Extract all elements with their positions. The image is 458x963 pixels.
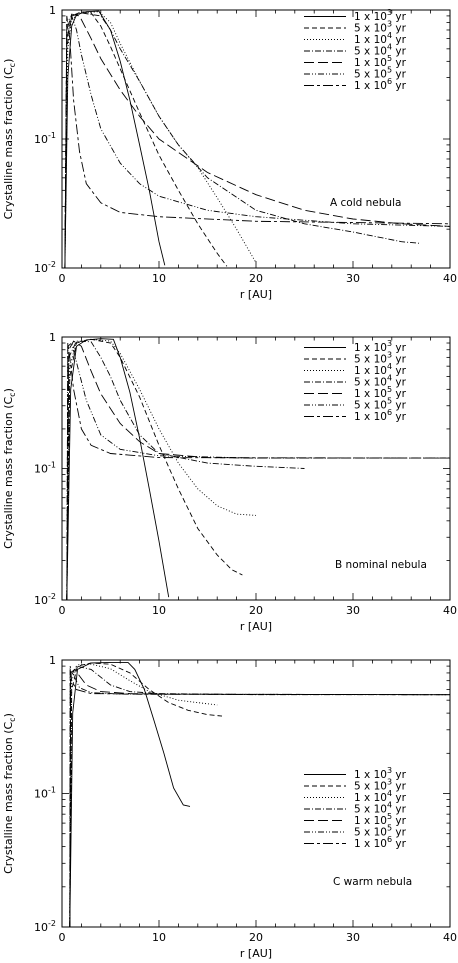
y-tick-label: 1 <box>49 331 56 344</box>
x-tick-label: 40 <box>443 272 457 285</box>
series-line-1 <box>64 10 166 268</box>
series-line-4 <box>69 665 450 927</box>
x-axis-label: r [AU] <box>240 288 272 301</box>
legend-entry: 1 x 104 yr <box>354 31 407 46</box>
y-axis-label: Crystalline mass fraction (Cc) <box>2 713 17 874</box>
chart-panel-3: 0 10 20 30 40 1 10-1 10-2 r [AU] Crystalline mass… <box>2 654 457 960</box>
y-tick-label: 10-1 <box>34 461 56 476</box>
x-tick-label: 20 <box>249 931 263 944</box>
series-line-5 <box>69 668 450 927</box>
series-line-4 <box>64 12 421 268</box>
legend-entry: 5 x 105 yr <box>354 66 407 81</box>
x-tick-label: 30 <box>346 931 360 944</box>
series-line-4 <box>66 340 305 600</box>
x-tick-label: 20 <box>249 604 263 617</box>
legend-entry: 5 x 105 yr <box>354 397 407 412</box>
panel-label: B nominal nebula <box>335 559 427 571</box>
y-tick-label: 10-2 <box>34 260 56 275</box>
legend-entry: 1 x 105 yr <box>354 54 407 69</box>
legend: 1 x 103 yr5 x 103 yr1 x 104 yr5 x 104 yr… <box>304 8 407 92</box>
x-tick-label: 30 <box>346 272 360 285</box>
x-axis-label: r [AU] <box>240 947 272 960</box>
legend-entry: 1 x 105 yr <box>354 812 407 827</box>
x-tick-label: 10 <box>152 604 166 617</box>
x-tick-label: 20 <box>249 272 263 285</box>
y-tick-label: 10-1 <box>34 786 56 801</box>
x-tick-label: 0 <box>59 604 66 617</box>
series-line-7 <box>64 15 450 268</box>
y-tick-label: 1 <box>49 654 56 667</box>
series-line-1 <box>69 661 191 927</box>
y-tick-label: 10-2 <box>34 592 56 607</box>
panel-label: A cold nebula <box>330 197 401 209</box>
x-tick-label: 10 <box>152 272 166 285</box>
series-line-2 <box>66 338 243 600</box>
chart-panel-2: 0 10 20 30 40 1 10-1 10-2 r [AU] Crystalline mass… <box>2 331 457 633</box>
x-tick-label: 30 <box>346 604 360 617</box>
series-group <box>66 338 450 600</box>
legend-entry: 5 x 103 yr <box>354 351 407 366</box>
y-axis-label: Crystalline mass fraction (Cc) <box>2 388 17 549</box>
legend-entry: 1 x 104 yr <box>354 362 407 377</box>
chart-panel-1: 0 10 20 30 40 1 10-1 10-2 r [AU] Crystalline mass… <box>2 4 457 301</box>
series-line-7 <box>66 342 450 600</box>
legend-entry: 5 x 104 yr <box>354 374 407 389</box>
series-line-7 <box>69 666 450 927</box>
x-tick-label: 40 <box>443 931 457 944</box>
legend-entry: 5 x 103 yr <box>354 778 407 793</box>
legend-entry: 1 x 106 yr <box>354 835 407 850</box>
legend-entry: 1 x 103 yr <box>354 766 407 781</box>
legend-entry: 5 x 104 yr <box>354 801 407 816</box>
x-axis-label: r [AU] <box>240 620 272 633</box>
x-tick-label: 40 <box>443 604 457 617</box>
y-tick-label: 10-2 <box>34 919 56 934</box>
legend-entry: 5 x 104 yr <box>354 43 407 58</box>
y-tick-label: 10-1 <box>34 131 56 146</box>
x-tick-label: 0 <box>59 931 66 944</box>
series-line-3 <box>66 338 257 600</box>
legend: 1 x 103 yr5 x 103 yr1 x 104 yr5 x 104 yr… <box>304 766 407 850</box>
series-line-1 <box>66 338 170 600</box>
y-axis-label: Crystalline mass fraction (Cc) <box>2 59 17 220</box>
series-line-6 <box>64 14 450 268</box>
x-tick-label: 10 <box>152 931 166 944</box>
panel-label: C warm nebula <box>333 876 412 888</box>
legend-entry: 1 x 105 yr <box>354 385 407 400</box>
series-line-6 <box>66 342 450 600</box>
legend-entry: 1 x 106 yr <box>354 77 407 92</box>
series-group <box>64 10 450 268</box>
legend-entry: 1 x 104 yr <box>354 789 407 804</box>
series-line-2 <box>64 11 228 268</box>
series-line-2 <box>69 662 223 927</box>
series-line-5 <box>64 13 450 268</box>
y-tick-label: 1 <box>49 4 56 17</box>
legend-entry: 1 x 106 yr <box>354 408 407 423</box>
series-group <box>69 661 450 927</box>
legend-entry: 1 x 103 yr <box>354 8 407 23</box>
legend-entry: 5 x 103 yr <box>354 20 407 35</box>
legend: 1 x 103 yr5 x 103 yr1 x 104 yr5 x 104 yr… <box>304 339 407 423</box>
x-tick-label: 0 <box>59 272 66 285</box>
series-line-3 <box>69 663 218 927</box>
legend-entry: 5 x 105 yr <box>354 824 407 839</box>
legend-entry: 1 x 103 yr <box>354 339 407 354</box>
